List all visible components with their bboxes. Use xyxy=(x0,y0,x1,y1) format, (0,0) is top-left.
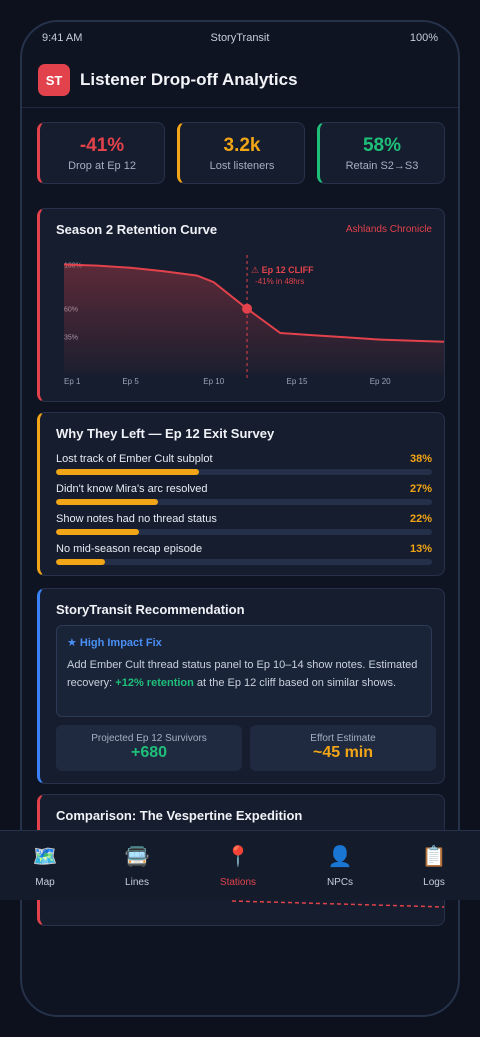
stat-label: Lost listeners xyxy=(209,160,275,172)
map-icon: 🗺️ xyxy=(32,846,58,868)
stat-card-retain[interactable]: 58% Retain S2→S3 xyxy=(317,122,445,184)
stat-card-drop[interactable]: -41% Drop at Ep 12 xyxy=(37,122,165,184)
survey-item-label: Lost track of Ember Cult subplot xyxy=(56,453,213,465)
bottom-tab-bar: 🗺️ Map 🚍 Lines 📍 Stations 👤 NPCs 📋 Logs xyxy=(0,830,480,900)
fix-line-2-pre: Estimated recovery: xyxy=(67,659,418,689)
tab-label: Map xyxy=(35,877,55,888)
tab-label: Logs xyxy=(423,877,445,888)
survey-item[interactable]: Lost track of Ember Cult subplot 38% xyxy=(56,453,432,479)
retention-title: Season 2 Retention Curve xyxy=(56,222,218,237)
stat-value: 58% xyxy=(362,135,402,156)
fix-description: Add Ember Cult thread status panel to Ep… xyxy=(67,656,421,692)
x-tick-label: Ep 1 xyxy=(64,377,81,386)
survey-bar-track xyxy=(56,529,432,535)
retention-line xyxy=(63,263,444,343)
high-impact-fix-box[interactable]: ★ High Impact Fix Add Ember Cult thread s… xyxy=(56,625,432,717)
survey-item[interactable]: Show notes had no thread status 22% xyxy=(56,513,432,539)
tab-npcs[interactable]: 👤 NPCs xyxy=(292,831,388,901)
stats-row: -41% Drop at Ep 12 3.2k Lost listeners 5… xyxy=(37,122,445,184)
x-tick-label: Ep 15 xyxy=(287,377,308,386)
survey-item-pct: 22% xyxy=(409,513,432,525)
tab-label: NPCs xyxy=(326,877,354,888)
metric-effort: Effort Estimate ~45 min xyxy=(250,725,436,771)
fix-line-2-highlight: +12% retention xyxy=(115,677,194,689)
stat-label: Drop at Ep 12 xyxy=(68,160,136,172)
retention-show-name[interactable]: Ashlands Chronicle xyxy=(345,224,432,235)
fix-title: ★ High Impact Fix xyxy=(67,636,421,649)
fix-line-1: Add Ember Cult thread status panel to Ep… xyxy=(67,659,366,671)
app-logo: ST xyxy=(38,64,70,96)
survey-bar-track xyxy=(56,499,432,505)
recommendation-card: StoryTransit Recommendation ★ High Impact… xyxy=(37,588,445,784)
x-tick-label: Ep 20 xyxy=(370,377,391,386)
retention-card: Season 2 Retention Curve Ashlands Chroni… xyxy=(37,208,445,402)
metric-value: +680 xyxy=(130,744,168,761)
pin-icon: 📍 xyxy=(225,846,251,868)
stat-value: 3.2k xyxy=(223,135,261,156)
metric-label: Effort Estimate xyxy=(310,733,376,744)
cliff-label: ⚠ Ep 12 CLIFF xyxy=(251,265,314,275)
page-title: Listener Drop-off Analytics xyxy=(80,70,298,89)
clipboard-icon: 📋 xyxy=(421,846,447,868)
tab-logs[interactable]: 📋 Logs xyxy=(386,831,480,901)
cliff-point[interactable] xyxy=(242,303,253,314)
star-icon: ★ xyxy=(67,637,77,649)
survey-item[interactable]: Didn't know Mira's arc resolved 27% xyxy=(56,483,432,509)
status-battery: 100% xyxy=(409,32,438,44)
comparison-line xyxy=(231,900,444,908)
survey-item-label: No mid-season recap episode xyxy=(56,543,203,555)
tab-lines[interactable]: 🚍 Lines xyxy=(89,831,185,901)
x-tick-label: Ep 5 xyxy=(122,377,139,386)
stat-value: -41% xyxy=(79,135,125,156)
survey-item-pct: 13% xyxy=(409,543,432,555)
survey-bar-track xyxy=(56,559,432,565)
stat-label: Retain S2→S3 xyxy=(345,160,419,172)
person-icon: 👤 xyxy=(327,846,353,868)
survey-item-pct: 27% xyxy=(409,483,432,495)
comparison-title: Comparison: The Vespertine Expedition xyxy=(56,808,303,823)
survey-bar-fill xyxy=(56,529,139,535)
metric-label: Projected Ep 12 Survivors xyxy=(91,733,207,744)
survey-item[interactable]: No mid-season recap episode 13% xyxy=(56,543,432,569)
tab-stations[interactable]: 📍 Stations xyxy=(190,831,286,901)
status-time: 9:41 AM xyxy=(42,32,83,44)
cliff-sublabel: -41% in 48hrs xyxy=(255,277,304,286)
status-bar: 9:41 AM StoryTransit 100% xyxy=(22,32,458,52)
comparison-chart xyxy=(231,900,444,908)
survey-item-label: Show notes had no thread status xyxy=(56,513,217,525)
status-app-name: StoryTransit xyxy=(210,32,270,44)
survey-bar-fill xyxy=(56,469,199,475)
survey-item-label: Didn't know Mira's arc resolved xyxy=(56,483,208,495)
retention-area xyxy=(64,264,444,375)
tab-label: Lines xyxy=(125,877,149,888)
fix-line-2-post: at the Ep 12 cliff based on similar show… xyxy=(193,677,397,689)
survey-bar-fill xyxy=(56,499,158,505)
metric-survivors: Projected Ep 12 Survivors +680 xyxy=(56,725,242,771)
survey-card: Why They Left — Ep 12 Exit Survey Lost t… xyxy=(37,412,445,576)
survey-bar-fill xyxy=(56,559,105,565)
tab-label: Stations xyxy=(219,877,257,888)
fix-title-text: High Impact Fix xyxy=(79,637,162,649)
survey-title: Why They Left — Ep 12 Exit Survey xyxy=(56,426,275,441)
recommendation-title: StoryTransit Recommendation xyxy=(56,602,245,617)
x-tick-label: Ep 10 xyxy=(203,377,224,386)
survey-item-pct: 38% xyxy=(409,453,432,465)
survey-bar-track xyxy=(56,469,432,475)
app-header: ST Listener Drop-off Analytics xyxy=(22,64,458,108)
stat-card-lost[interactable]: 3.2k Lost listeners xyxy=(177,122,305,184)
metric-value: ~45 min xyxy=(312,744,374,761)
bus-icon: 🚍 xyxy=(124,846,150,868)
tab-map[interactable]: 🗺️ Map xyxy=(0,831,93,901)
